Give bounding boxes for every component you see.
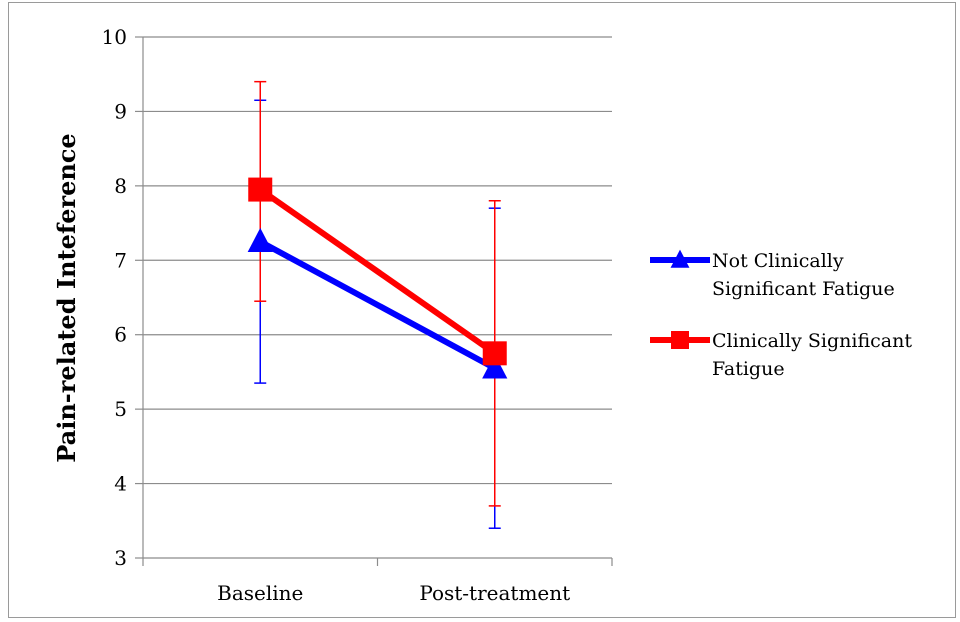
data-point — [482, 354, 508, 379]
y-tick-label: 8 — [114, 174, 127, 198]
series-lines — [258, 187, 497, 371]
y-axis-label: Pain-related Inteference — [52, 133, 81, 462]
data-point — [247, 227, 273, 253]
legend-label: Clinically Significant — [712, 330, 912, 352]
y-tick-label: 6 — [114, 323, 127, 347]
legend-triangle-icon — [670, 249, 690, 268]
legend: Not Clinically Significant Fatigue Clinica… — [650, 249, 912, 380]
y-tick-label: 4 — [114, 472, 127, 496]
x-tick-label: Baseline — [217, 581, 303, 605]
gridlines — [143, 36, 612, 485]
y-tick-label: 7 — [114, 248, 127, 272]
y-tick-label: 3 — [114, 546, 127, 570]
axes — [135, 36, 613, 566]
legend-label: Significant Fatigue — [712, 278, 895, 300]
chart-frame — [8, 2, 956, 618]
legend-label: Fatigue — [712, 358, 785, 380]
series-line-1 — [258, 187, 497, 356]
legend-square-icon — [671, 331, 689, 349]
legend-label: Not Clinically — [712, 250, 844, 272]
x-tick-label: Post-treatment — [419, 581, 570, 605]
y-tick-label: 9 — [114, 99, 127, 123]
y-tick-label: 5 — [114, 397, 127, 421]
series-line-0 — [258, 239, 497, 371]
y-tick-labels: 3 4 5 6 7 8 9 10 — [102, 25, 127, 570]
y-tick-label: 10 — [102, 25, 127, 49]
series-markers — [247, 177, 508, 379]
data-point — [482, 341, 507, 366]
x-tick-labels: Baseline Post-treatment — [217, 581, 570, 605]
data-point — [248, 177, 273, 202]
